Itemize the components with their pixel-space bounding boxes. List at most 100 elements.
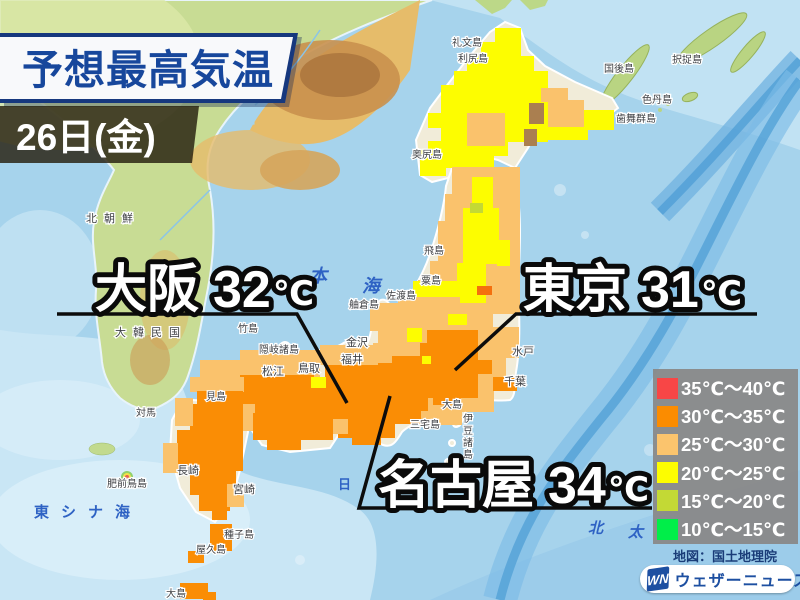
place-label: 宮崎 — [233, 482, 255, 496]
map-attribution: 地図：国土地理院 — [672, 549, 777, 564]
place-label: 礼文島 — [452, 36, 482, 49]
sea-label: 海 — [362, 276, 383, 296]
temp-cell-yellow — [457, 263, 486, 303]
callout-label-1: 東京 31℃ — [523, 261, 742, 319]
temp-cell-yellowgreen — [470, 203, 483, 213]
temp-cell-tan — [333, 419, 348, 434]
date-box: 26日(金) — [0, 106, 199, 163]
callout-unit: ℃ — [273, 275, 314, 313]
temp-cell-orange — [267, 440, 301, 450]
temp-cell-yellow — [420, 150, 446, 176]
temp-cell-tan — [175, 398, 193, 426]
temp-cell-yellow — [495, 28, 521, 43]
temp-cell-yellow — [467, 56, 534, 72]
place-label: 豆 — [463, 425, 473, 437]
brand-logo: WN ウェザーニュース — [640, 565, 800, 593]
callout-city: 東京 — [523, 261, 627, 319]
temp-cell-yellow — [472, 177, 493, 208]
legend-range-label: 35℃〜40℃ — [681, 378, 786, 400]
place-label: 水戸 — [512, 345, 534, 358]
legend-item-5: 10℃〜15℃ — [657, 515, 798, 543]
callout-temp: 31 — [641, 261, 699, 319]
temp-cell-orange — [197, 391, 243, 405]
legend-item-2: 25℃〜30℃ — [657, 430, 798, 458]
place-label: 種子島 — [224, 528, 254, 541]
temp-cell-yellow — [441, 155, 494, 168]
place-label: 対馬 — [136, 406, 156, 419]
callout-label-2: 名古屋 34℃ — [378, 457, 649, 515]
sea-label: 日 — [338, 477, 351, 492]
jeju-island — [88, 442, 116, 456]
place-label: 国後島 — [604, 62, 634, 75]
temp-cell-orange — [210, 524, 232, 551]
title-box-fill — [0, 37, 293, 99]
temp-cell-tan — [420, 411, 462, 425]
place-label: 鳥取 — [298, 361, 320, 375]
callout-temp: 34 — [548, 457, 606, 515]
temp-cell-orange — [203, 592, 216, 600]
temperature-cells-layer — [163, 28, 614, 600]
temp-cell-orange — [493, 377, 517, 391]
callout-city: 名古屋 — [378, 457, 534, 515]
legend-item-1: 30℃〜35℃ — [657, 402, 798, 430]
place-label: 金沢 — [346, 335, 368, 349]
northern-islands — [475, 0, 766, 118]
temp-cell-tan — [163, 443, 178, 473]
place-label: 肥前鳥島 — [107, 477, 147, 490]
temp-cell-yellow — [497, 240, 510, 266]
temp-cell-orange — [199, 494, 230, 511]
forecast-date: 26日(金) — [16, 116, 156, 158]
legend-range-label: 25℃〜30℃ — [681, 434, 786, 456]
temp-cell-orange — [177, 430, 243, 471]
temperature-legend: 35℃〜40℃ 30℃〜35℃ 25℃〜30℃ 20℃〜25℃ 15℃〜20℃ 10℃〜1… — [653, 369, 798, 544]
legend-range-label: 10℃〜15℃ — [681, 519, 786, 541]
temp-cell-yellow — [481, 42, 521, 57]
sea-label: 東シナ海 — [34, 503, 142, 521]
temp-cell-tan — [541, 88, 568, 102]
temp-cell-yellow — [463, 208, 499, 264]
place-label: 舳倉島 — [349, 298, 379, 311]
temp-cell-yellow — [413, 281, 460, 300]
sea-label: 本 — [309, 266, 330, 286]
temp-cell-orange — [478, 360, 492, 374]
place-label: 島 — [463, 448, 473, 461]
temp-cell-tan — [467, 113, 505, 146]
temp-cell-tan — [320, 345, 378, 365]
temp-cell-tan — [190, 377, 244, 392]
place-label: 諸 — [463, 436, 473, 449]
page-title: 予想最高気温 — [22, 47, 274, 94]
temp-cell-orange — [212, 510, 227, 520]
place-label: 松江 — [262, 364, 284, 378]
legend-item-0: 35℃〜40℃ — [657, 374, 798, 402]
legend-range-label: 20℃〜25℃ — [681, 462, 786, 484]
place-label: 竹島 — [238, 322, 258, 335]
place-label: 利尻島 — [458, 52, 488, 65]
temp-cell-tan — [240, 404, 255, 431]
place-label: 大島 — [442, 398, 462, 411]
temp-cell-brown — [529, 103, 544, 124]
callout-label-0: 大阪 32℃ — [95, 261, 314, 319]
title-box: 予想最高気温 — [0, 33, 298, 103]
temp-cell-yellow — [548, 127, 588, 140]
place-label: 択捉島 — [672, 53, 702, 66]
wn-logo-icon: WN — [646, 566, 669, 592]
temp-cell-orange — [180, 583, 208, 599]
place-label: 佐渡島 — [386, 289, 416, 302]
place-label: 大韓民国 — [115, 325, 187, 339]
temp-cell-yellow — [422, 356, 431, 364]
legend-swatch — [657, 518, 678, 540]
legend-swatch — [657, 405, 678, 427]
temp-cell-orange — [433, 397, 461, 405]
temp-cell-orange — [190, 404, 243, 431]
callout-line-1 — [453, 312, 757, 372]
temp-cell-yellow — [407, 328, 422, 342]
callout-line-0 — [57, 312, 349, 404]
callout-city: 大阪 — [95, 261, 199, 319]
place-label: 見島 — [206, 390, 226, 403]
place-label: 伊 — [463, 413, 473, 425]
temp-cell-tan — [240, 350, 320, 377]
